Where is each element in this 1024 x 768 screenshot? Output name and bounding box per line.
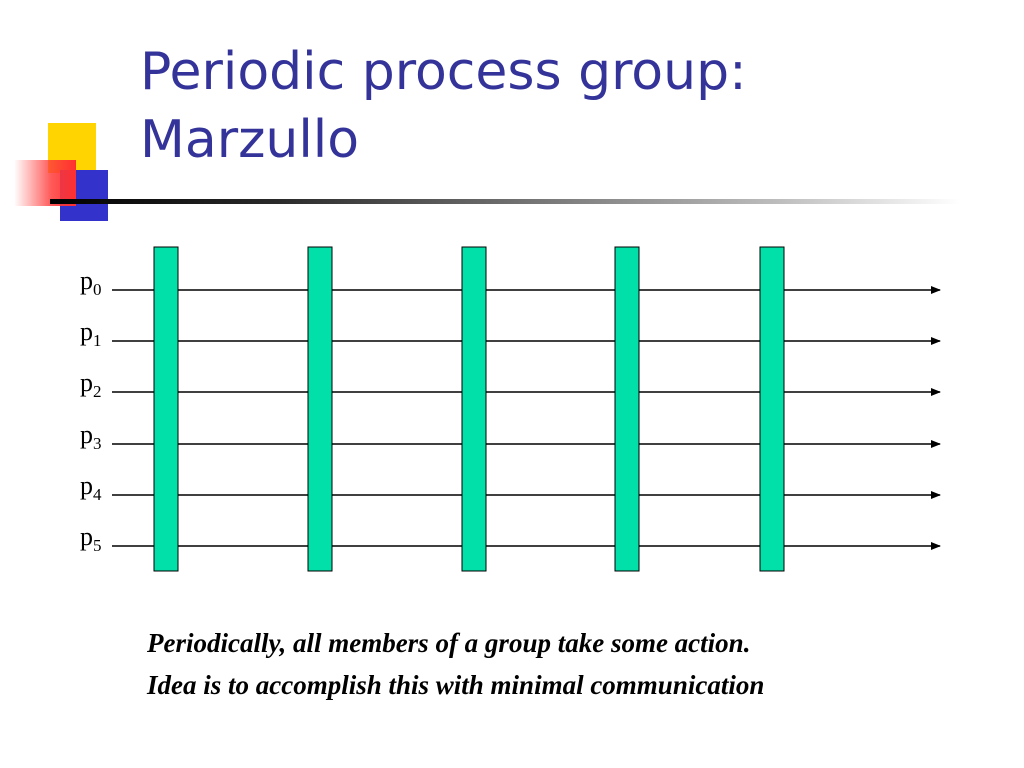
process-timelines	[112, 286, 941, 550]
caption: Periodically, all members of a group tak…	[147, 622, 1007, 706]
sync-bar-3	[461, 246, 487, 572]
title-underline	[50, 199, 960, 204]
process-label-p3: p3	[80, 420, 102, 453]
sync-bar-1	[153, 246, 179, 572]
sync-bar-5	[759, 246, 785, 572]
sync-bar-4	[614, 246, 640, 572]
process-label-p2: p2	[80, 368, 102, 401]
caption-line-1: Periodically, all members of a group tak…	[147, 628, 751, 658]
process-label-p5: p5	[80, 522, 102, 555]
process-label-p0: p0	[80, 266, 102, 299]
slide-title: Periodic process group: Marzullo	[140, 38, 1000, 174]
slide-title-line-2: Marzullo	[140, 110, 360, 170]
slide-title-line-1: Periodic process group:	[140, 42, 747, 102]
process-labels: p0 p1 p2 p3 p4 p5	[80, 266, 102, 555]
sync-bar-2	[307, 246, 333, 572]
decor-red-gradient	[14, 160, 76, 206]
process-label-p4: p4	[80, 471, 102, 504]
sync-bars	[153, 246, 785, 572]
process-label-p1: p1	[80, 317, 102, 350]
caption-line-2: Idea is to accomplish this with minimal …	[147, 670, 765, 700]
